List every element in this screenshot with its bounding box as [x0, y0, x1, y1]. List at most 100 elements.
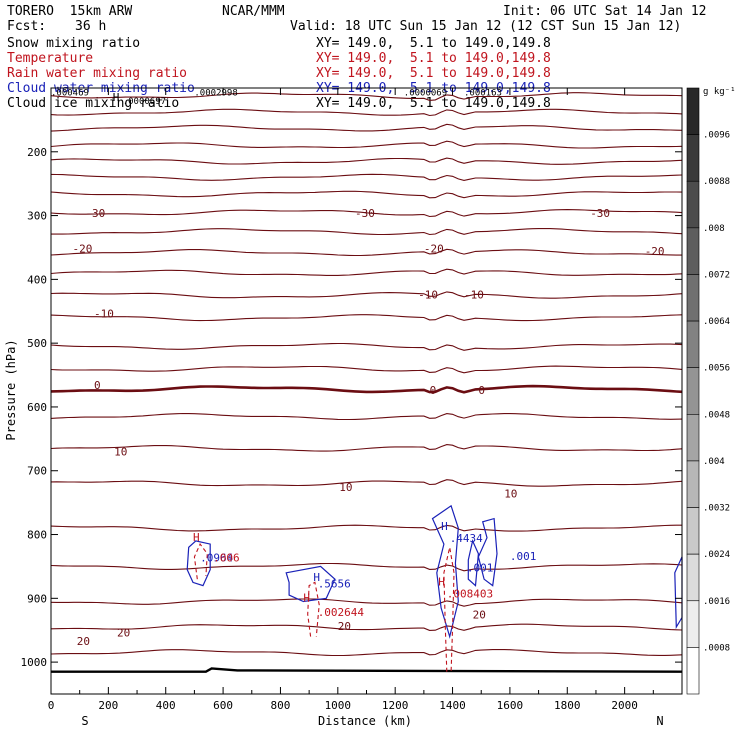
temperature-label: 10	[504, 488, 517, 501]
x-tick-label: 1800	[554, 699, 581, 712]
extremum-label: H	[303, 592, 310, 605]
cloud-water-contour	[186, 540, 211, 587]
temperature-isoline	[50, 562, 683, 572]
temperature-isoline	[50, 248, 682, 257]
x-tick-label: 1200	[382, 699, 409, 712]
temperature-isoline	[51, 227, 683, 236]
rain-contour	[193, 543, 208, 580]
surface-line	[51, 667, 683, 673]
colorbar-label: .008	[703, 224, 725, 234]
field-name-snow: Snow mixing ratio	[7, 36, 141, 51]
x-axis-left-end: S	[81, 714, 88, 728]
top-value: .000163	[464, 89, 502, 99]
fcst-value: 36 h	[75, 19, 107, 34]
x-tick-label: 1400	[439, 699, 466, 712]
colorbar-level	[686, 600, 700, 648]
x-tick-label: 800	[271, 699, 291, 712]
rain-value: .008403	[447, 588, 493, 601]
x-tick-label: 1600	[497, 699, 524, 712]
colorbar-label: .0048	[703, 410, 730, 420]
y-axis-title: Pressure (hPa)	[4, 339, 18, 440]
colorbar-label: .0032	[703, 504, 730, 514]
colorbar-level	[686, 460, 700, 508]
extremum-label: H	[113, 91, 120, 104]
temperature-isoline	[50, 108, 683, 117]
y-tick-label: 300	[27, 210, 47, 223]
cloud-water-value: .0964	[200, 551, 233, 564]
y-tick-label: 700	[27, 465, 47, 478]
y-tick-label: 400	[27, 273, 47, 286]
temperature-isoline	[50, 342, 683, 351]
colorbar: .0096 .0088 .008 .0072 .0064 .0056 .0048 .004 .0…	[686, 87, 730, 695]
colorbar-label: .0088	[703, 177, 730, 187]
temperature-isoline	[50, 157, 683, 165]
temperature-label: 20	[338, 620, 351, 633]
temperature-label: 0	[478, 384, 485, 397]
field-name-temperature: Temperature	[7, 51, 94, 66]
colorbar-label: .0064	[703, 317, 730, 327]
top-value: .0000697	[123, 97, 166, 107]
cloud-water-contour	[674, 556, 683, 630]
cloud-water-value: .001	[510, 550, 537, 563]
top-value: .000469	[51, 89, 89, 99]
field-xy-cloud-ice: XY= 149.0, 5.1 to 149.0,149.8	[316, 96, 551, 111]
colorbar-level	[686, 367, 700, 415]
rain-contour	[307, 581, 320, 637]
colorbar-level	[686, 227, 700, 275]
extremum-label: H	[193, 531, 200, 544]
cloud-water-contour	[467, 539, 480, 587]
temperature-isoline	[50, 209, 683, 218]
temperature-isoline	[50, 479, 683, 487]
x-axis-right-end: N	[656, 714, 663, 728]
temperature-label: -30	[85, 207, 105, 220]
temperature-label: 10	[114, 445, 127, 458]
top-value: .0000069	[404, 89, 447, 99]
temperature-label: -30	[590, 207, 610, 220]
x-tick-label: 200	[98, 699, 118, 712]
top-value: .0002998	[194, 89, 237, 99]
temperature-isoline	[50, 268, 683, 276]
colorbar-unit: g kg⁻¹	[703, 87, 736, 97]
colorbar-level	[686, 507, 700, 555]
x-tick-label: 600	[213, 699, 233, 712]
temperature-label: 0	[94, 379, 101, 392]
colorbar-level	[686, 553, 700, 602]
colorbar-label: .0016	[703, 597, 730, 607]
temperature-label: -20	[645, 245, 665, 258]
field-xy-rain: XY= 149.0, 5.1 to 149.0,149.8	[316, 66, 551, 81]
temperature-isoline	[50, 598, 683, 607]
cloud-water-contour	[477, 517, 498, 587]
field-name-rain: Rain water mixing ratio	[7, 66, 188, 81]
colorbar-level	[686, 274, 700, 322]
plot-axes: 0 200 400 600 800 1000 1200 1400 1600 1800 2000200…	[21, 87, 683, 712]
temperature-label: 10	[339, 481, 352, 494]
temperature-isoline	[50, 444, 683, 452]
colorbar-label: .0096	[703, 131, 730, 141]
colorbar-label: .0008	[703, 643, 730, 653]
temperature-label: 20	[117, 627, 130, 640]
field-name-cloud-ice: Cloud ice mixing ratio	[7, 96, 180, 111]
temperature-isoline	[50, 314, 683, 322]
temperature-label: -20	[73, 243, 93, 256]
y-tick-label: 1000	[21, 656, 48, 669]
temperature-isoline	[50, 524, 682, 532]
cloud-water-contour	[431, 504, 459, 639]
colorbar-level	[686, 320, 700, 368]
y-tick-label: 600	[27, 401, 47, 414]
temperature-label: 20	[77, 635, 90, 648]
valid-time: Valid: 18 UTC Sun 15 Jan 12 (12 CST Sun …	[290, 19, 682, 34]
temperature-isoline	[50, 623, 683, 631]
x-tick-label: 1000	[325, 699, 352, 712]
cloud-water-value: .5656	[318, 578, 351, 591]
temperature-label: -20	[424, 243, 444, 256]
temperature-contours	[50, 92, 683, 673]
colorbar-label: .004	[703, 457, 725, 467]
fcst-label: Fcst:	[7, 19, 47, 34]
temperature-isoline	[50, 291, 683, 299]
temperature-isoline	[50, 384, 683, 394]
colorbar-label: .0056	[703, 364, 730, 374]
temperature-isoline	[50, 173, 683, 181]
temperature-isoline	[50, 140, 683, 149]
x-tick-label: 400	[156, 699, 176, 712]
